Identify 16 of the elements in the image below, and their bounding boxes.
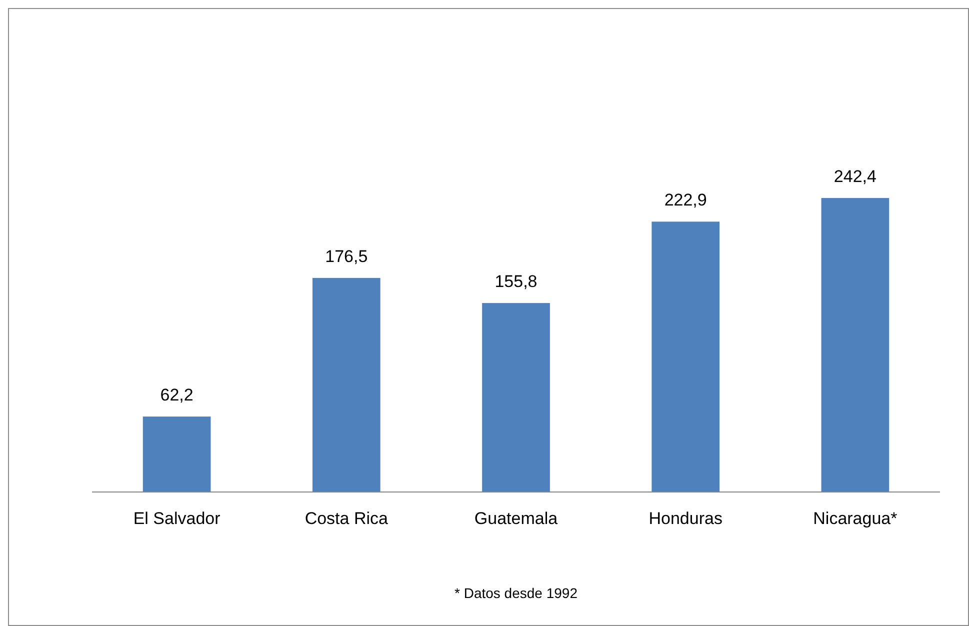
data-label: 176,5	[325, 246, 368, 266]
data-label: 242,4	[834, 167, 876, 186]
x-tick-label: Nicaragua*	[813, 509, 898, 528]
x-tick-label: El Salvador	[133, 509, 221, 528]
bar	[312, 278, 380, 492]
bar	[652, 222, 720, 492]
data-label: 155,8	[494, 272, 538, 292]
bar	[821, 198, 890, 492]
bar	[142, 416, 211, 492]
text: * Datos desde 1992	[454, 585, 578, 601]
x-tick-label: Guatemala	[474, 509, 558, 528]
x-tick-label: Honduras	[648, 509, 722, 528]
data-label: 62,2	[160, 386, 194, 405]
x-tick-label: Costa Rica	[304, 509, 389, 528]
data-label: 222,9	[664, 190, 707, 210]
bar	[482, 303, 550, 492]
